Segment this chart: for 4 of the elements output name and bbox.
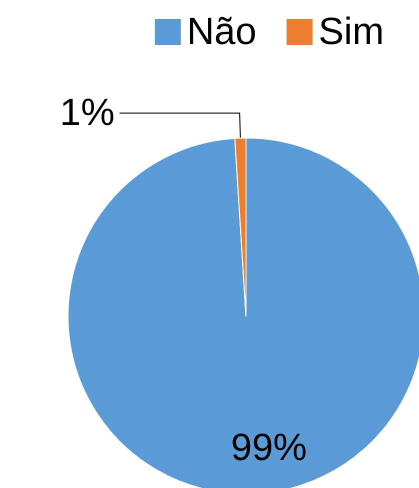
data-label: 99% [230, 426, 307, 469]
legend-label: Sim [318, 11, 384, 53]
legend-label: Não [186, 11, 257, 53]
data-label: 1% [60, 92, 115, 134]
